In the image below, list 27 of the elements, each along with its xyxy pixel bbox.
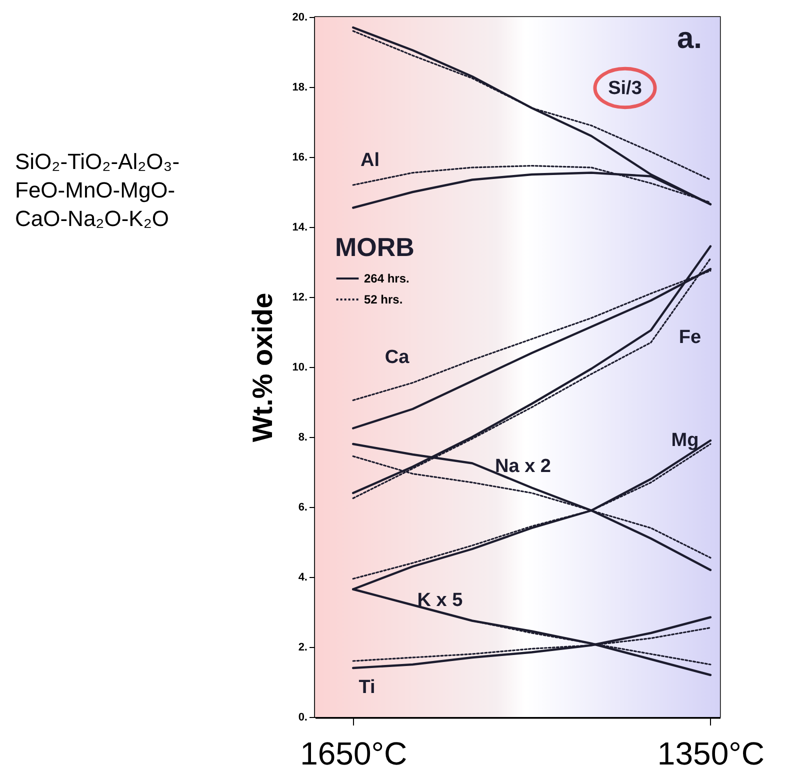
- legend-label: 264 hrs.: [364, 272, 410, 286]
- x-tick-label: 1650°C: [300, 736, 408, 772]
- y-tick-label: 0.: [298, 712, 308, 724]
- y-tick-label: 2.: [298, 642, 308, 654]
- annotation: Na x 2: [495, 456, 551, 477]
- legend-title: MORB: [335, 232, 414, 262]
- y-axis-title: Wt.% oxide: [247, 292, 278, 442]
- y-tick-label: 8.: [298, 432, 308, 444]
- x-tick-label: 1350°C: [657, 736, 765, 772]
- annotation: Mg: [671, 430, 699, 451]
- legend-label: 52 hrs.: [364, 292, 403, 306]
- y-tick-label: 4.: [298, 572, 308, 584]
- text: SiO₂-TiO₂-Al₂O₃- FeO-MnO-MgO- CaO-Na₂O-K₂O: [15, 149, 180, 232]
- y-tick-label: 12.: [292, 292, 308, 304]
- y-tick-label: 18.: [292, 82, 308, 94]
- y-tick-label: 10.: [292, 362, 308, 374]
- annotation: Ca: [384, 347, 410, 368]
- annotation: Si/3: [608, 78, 642, 99]
- annotation: Ti: [358, 677, 376, 698]
- annotation: a.: [676, 22, 702, 55]
- annotation: Fe: [678, 327, 702, 348]
- y-tick-label: 16.: [292, 152, 308, 164]
- y-tick-label: 14.: [292, 222, 308, 234]
- annotation: K x 5: [417, 590, 464, 611]
- y-tick-label: 20.: [292, 12, 308, 24]
- annotation: Al: [360, 150, 380, 171]
- y-tick-label: 6.: [298, 502, 308, 514]
